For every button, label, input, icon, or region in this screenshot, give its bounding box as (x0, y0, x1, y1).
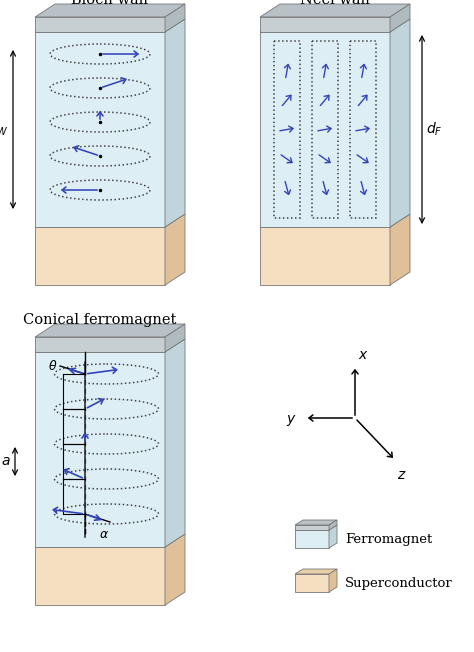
Text: $d_F$: $d_F$ (426, 121, 443, 138)
Polygon shape (295, 520, 337, 525)
Polygon shape (35, 352, 165, 547)
Polygon shape (165, 324, 185, 352)
Polygon shape (295, 574, 329, 592)
Polygon shape (260, 227, 390, 285)
Text: Néel wall: Néel wall (300, 0, 370, 7)
Polygon shape (260, 32, 390, 227)
Text: Superconductor: Superconductor (345, 576, 453, 589)
Polygon shape (35, 534, 185, 547)
Polygon shape (260, 19, 410, 32)
Polygon shape (165, 339, 185, 547)
Text: $d_W$: $d_W$ (0, 121, 9, 138)
Polygon shape (35, 32, 165, 227)
Text: $a$: $a$ (1, 454, 11, 468)
Text: $y$: $y$ (286, 413, 297, 428)
Text: Bloch wall: Bloch wall (72, 0, 148, 7)
Polygon shape (35, 19, 185, 32)
Text: $x$: $x$ (358, 348, 369, 362)
Polygon shape (260, 4, 410, 17)
Polygon shape (165, 534, 185, 605)
Polygon shape (165, 4, 185, 32)
Polygon shape (35, 4, 185, 17)
Polygon shape (35, 17, 165, 32)
Polygon shape (35, 214, 185, 227)
Text: Ferromagnet: Ferromagnet (345, 533, 432, 546)
Polygon shape (329, 525, 337, 548)
Polygon shape (329, 520, 337, 530)
Polygon shape (35, 339, 185, 352)
Polygon shape (329, 569, 337, 592)
Polygon shape (260, 214, 410, 227)
Polygon shape (35, 337, 165, 352)
Polygon shape (165, 19, 185, 227)
Polygon shape (390, 4, 410, 32)
Text: Conical ferromagnet: Conical ferromagnet (23, 313, 177, 327)
Polygon shape (35, 547, 165, 605)
Polygon shape (35, 324, 185, 337)
Polygon shape (295, 525, 329, 530)
Polygon shape (165, 214, 185, 285)
Text: $\alpha$: $\alpha$ (99, 527, 109, 541)
Polygon shape (260, 17, 390, 32)
Polygon shape (390, 214, 410, 285)
Polygon shape (295, 530, 329, 548)
Polygon shape (295, 525, 337, 530)
Polygon shape (295, 569, 337, 574)
Text: $z$: $z$ (397, 468, 407, 482)
Polygon shape (390, 19, 410, 227)
Text: $\theta$: $\theta$ (48, 359, 58, 373)
Polygon shape (35, 227, 165, 285)
